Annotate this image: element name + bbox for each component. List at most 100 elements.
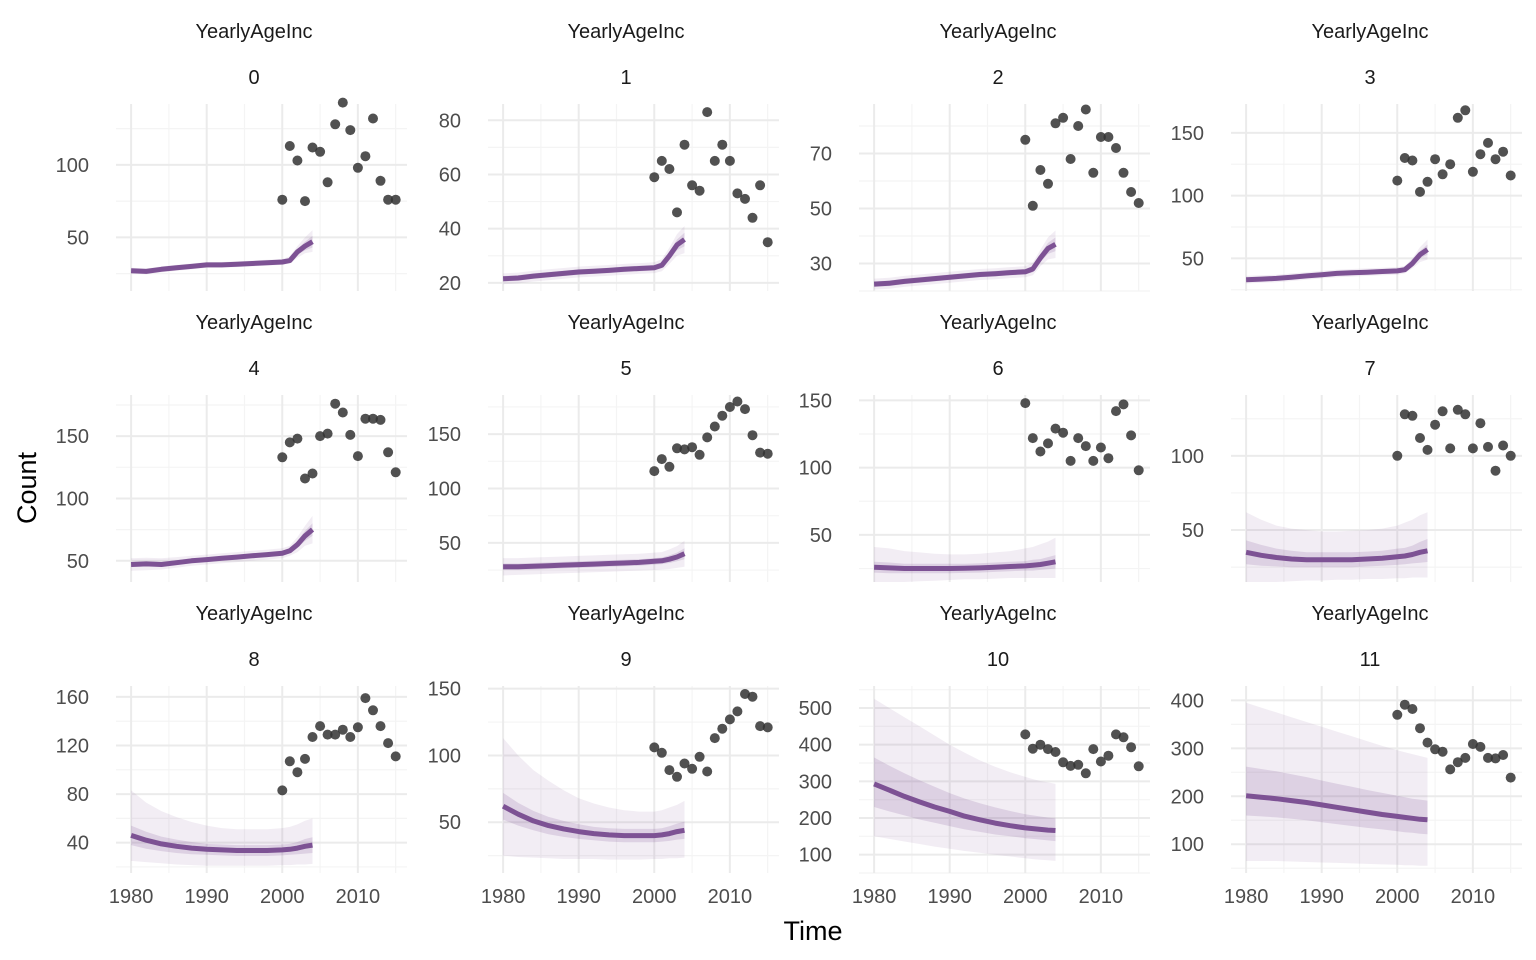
y-tick-label: 100 [1171,186,1204,208]
data-point [755,721,766,732]
y-axis-title: Count [12,451,42,524]
data-point [1027,433,1038,444]
data-point [1095,132,1106,142]
y-tick-label: 80 [67,784,89,806]
data-point [762,448,773,459]
data-point [284,756,295,767]
data-point [1392,709,1403,720]
data-point [1437,169,1448,180]
panels-group: YearlyAgeInc050100YearlyAgeInc120406080Y… [56,21,1522,908]
data-point [375,175,386,186]
data-point [1430,154,1441,165]
outer-credible-band [1246,702,1428,866]
data-point [1043,438,1053,449]
data-point [1126,742,1137,753]
data-point [1043,744,1053,755]
data-point [1467,739,1478,749]
fit-line [502,237,686,282]
data-point [1460,105,1471,116]
data-point [1490,753,1501,764]
data-point [1133,761,1144,772]
strip-label-title: YearlyAgeInc [1311,603,1428,625]
x-tick-label: 2000 [632,886,677,908]
data-point [1027,743,1038,754]
data-point [1065,455,1076,466]
y-tick-label: 150 [56,426,89,448]
strip-label-value: 5 [620,358,631,380]
data-point [656,454,667,465]
data-point [330,729,341,740]
data-point [1483,752,1493,763]
y-tick-label: 100 [56,155,89,177]
data-point [1475,149,1486,160]
data-point [1422,444,1433,455]
x-tick-label: 1980 [109,886,154,908]
y-tick-label: 400 [1171,690,1204,712]
data-point [345,125,356,136]
x-tick-label: 2000 [1003,886,1048,908]
strip-label-title: YearlyAgeInc [567,312,684,334]
data-point [747,212,758,223]
data-point [345,732,356,742]
data-point [1035,446,1046,457]
fit-line [1246,247,1429,283]
data-point [1415,723,1425,734]
data-point [1118,732,1129,743]
x-tick-label: 1990 [184,886,229,908]
data-point [330,398,341,409]
data-point [740,689,750,699]
data-point [284,141,295,151]
data-point [702,107,713,118]
y-tick-label: 50 [810,525,832,547]
data-point [717,410,728,421]
fit-line [1245,793,1428,823]
y-tick-label: 50 [439,533,461,555]
y-tick-label: 20 [439,273,461,295]
data-point [1088,455,1099,466]
x-tick-label: 2000 [1375,886,1420,908]
inner-credible-band [503,792,685,843]
panel-11: YearlyAgeInc 11 100 200 300 400 1980 1990 2000 20… [1171,603,1522,908]
data-point [709,421,720,432]
data-point [1498,750,1509,760]
data-point [1399,409,1410,420]
data-point [307,142,318,153]
panel-2: YearlyAgeInc 2 30 50 70 [810,21,1150,292]
data-point [740,404,750,415]
data-point [709,733,720,744]
data-point [1460,409,1471,420]
data-point [656,747,667,758]
data-point [1111,143,1121,153]
x-tick-label: 2000 [260,886,305,908]
data-point [300,473,310,484]
data-point [649,742,660,753]
data-point [1058,757,1069,768]
data-point [1452,757,1463,768]
data-point [1111,406,1121,417]
data-point [352,722,363,733]
data-point [1073,433,1084,444]
data-point [672,771,682,782]
y-tick-label: 100 [799,458,832,480]
data-point [694,449,705,460]
data-point [717,723,728,734]
inner-credible-band [874,757,1056,842]
fit-line [501,803,685,839]
data-point [307,468,318,479]
strip-label-title: YearlyAgeInc [567,21,684,43]
y-tick-label: 50 [810,199,832,221]
data-point [1445,443,1456,454]
data-point [1118,399,1129,410]
data-point [1430,744,1441,755]
data-point [679,444,690,455]
y-tick-label: 120 [56,736,89,758]
data-point [747,691,758,702]
data-point [368,413,378,424]
data-point [1103,453,1114,464]
data-point [1399,153,1410,163]
data-point [315,146,326,157]
data-point [1392,450,1403,461]
y-tick-label: 400 [799,735,832,757]
strip-label-value: 2 [992,67,1003,89]
